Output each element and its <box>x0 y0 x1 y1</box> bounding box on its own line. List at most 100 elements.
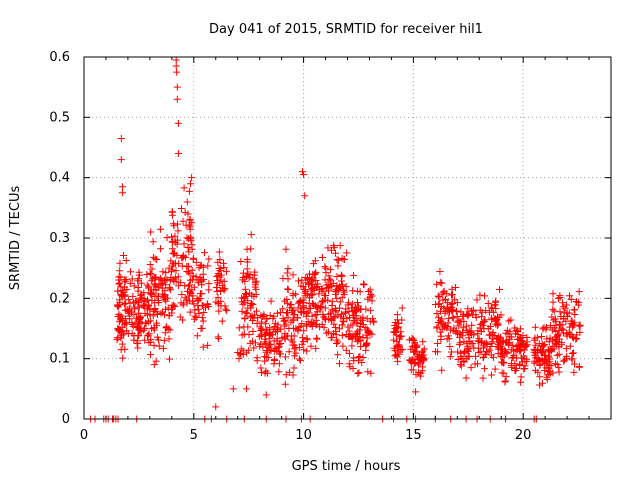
data-point <box>464 312 472 320</box>
data-point <box>250 344 258 352</box>
data-point <box>569 349 577 357</box>
data-point <box>330 320 338 328</box>
data-point <box>121 306 129 314</box>
data-point <box>174 227 182 235</box>
data-point <box>459 324 467 332</box>
data-point <box>356 353 364 361</box>
data-point <box>185 263 193 271</box>
data-point <box>356 288 364 296</box>
data-point <box>391 321 399 329</box>
data-point <box>325 287 333 295</box>
data-point <box>163 234 171 242</box>
data-point <box>218 317 226 325</box>
data-point <box>134 344 142 352</box>
data-point <box>238 276 246 284</box>
data-point <box>446 305 454 313</box>
data-point <box>356 322 364 330</box>
data-point <box>180 184 188 192</box>
data-point <box>253 307 261 315</box>
data-point <box>392 318 400 326</box>
data-point <box>129 292 137 300</box>
y-tick-label: 0.6 <box>49 50 70 65</box>
data-point <box>198 314 206 322</box>
data-point <box>199 343 207 351</box>
data-point <box>519 332 527 340</box>
data-point <box>267 297 275 305</box>
data-point <box>135 326 143 334</box>
data-point <box>345 332 353 340</box>
data-point <box>433 324 441 332</box>
data-point <box>412 344 420 352</box>
data-point <box>462 374 470 382</box>
x-axis-label: GPS time / hours <box>292 459 401 474</box>
data-point <box>174 119 182 127</box>
data-point <box>303 335 311 343</box>
data-point <box>242 385 250 393</box>
data-point <box>285 368 293 376</box>
data-point <box>201 249 209 257</box>
data-point <box>562 317 570 325</box>
data-point <box>191 306 199 314</box>
data-point <box>390 344 398 352</box>
data-point <box>568 349 576 357</box>
data-point <box>309 301 317 309</box>
data-point <box>469 307 477 315</box>
data-point <box>517 373 525 381</box>
data-point <box>551 360 559 368</box>
data-point <box>359 313 367 321</box>
data-point <box>261 320 269 328</box>
data-point <box>516 345 524 353</box>
data-point <box>146 338 154 346</box>
data-point <box>479 354 487 362</box>
data-point <box>451 283 459 291</box>
data-point <box>309 291 317 299</box>
data-point <box>166 284 174 292</box>
data-point <box>159 268 167 276</box>
data-point <box>413 350 421 358</box>
data-point <box>341 309 349 317</box>
data-point <box>325 272 333 280</box>
data-point <box>152 357 160 365</box>
data-point <box>133 337 141 345</box>
data-point <box>486 346 494 354</box>
data-point <box>239 350 247 358</box>
data-point <box>398 304 406 312</box>
data-point <box>338 321 346 329</box>
data-point <box>476 321 484 329</box>
data-point <box>118 189 126 197</box>
data-point <box>536 373 544 381</box>
data-point <box>450 324 458 332</box>
data-point <box>243 349 251 357</box>
data-point <box>162 324 170 332</box>
data-point <box>284 285 292 293</box>
data-point <box>302 321 310 329</box>
data-point <box>321 314 329 322</box>
data-point <box>241 285 249 293</box>
data-point <box>245 331 253 339</box>
data-point <box>270 337 278 345</box>
data-point <box>270 312 278 320</box>
data-point <box>322 291 330 299</box>
data-point <box>366 307 374 315</box>
data-point <box>283 309 291 317</box>
data-point <box>309 260 317 268</box>
data-point <box>538 379 546 387</box>
data-point <box>290 364 298 372</box>
data-point <box>559 303 567 311</box>
data-point <box>215 248 223 256</box>
data-point <box>161 275 169 283</box>
data-point <box>538 355 546 363</box>
data-point <box>251 271 259 279</box>
data-point <box>566 342 574 350</box>
data-point <box>294 314 302 322</box>
data-point <box>407 345 415 353</box>
data-point <box>453 318 461 326</box>
data-point <box>253 354 261 362</box>
ticks: 0 0.1 0.2 0.3 0.4 0.5 0.6 0 5 10 15 20 <box>49 50 611 443</box>
data-point <box>492 305 500 313</box>
data-point <box>174 236 182 244</box>
data-point <box>334 351 342 359</box>
data-point <box>216 256 224 264</box>
data-point <box>354 319 362 327</box>
data-point <box>465 331 473 339</box>
